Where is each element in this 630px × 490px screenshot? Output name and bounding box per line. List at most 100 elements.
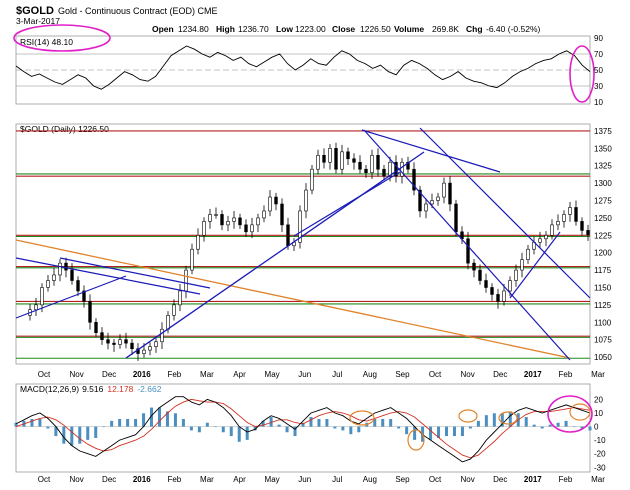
- price-candle-body: [376, 155, 380, 170]
- price-tick-label: 1275: [594, 197, 612, 206]
- macd-histogram-bar: [221, 426, 225, 433]
- month-axis-label: 2017: [524, 370, 542, 379]
- price-candle-body: [130, 342, 134, 349]
- price-candle-body: [358, 161, 362, 170]
- price-tick-label: 1200: [594, 249, 612, 258]
- macd-histogram-bar: [349, 426, 353, 435]
- price-tick-label: 1300: [594, 179, 612, 188]
- price-candle-body: [166, 315, 170, 330]
- low-label: Low: [276, 24, 293, 34]
- macd-legend-value: 9.516: [82, 384, 104, 394]
- macd-histogram-bar: [484, 415, 488, 427]
- macd-histogram-bar: [492, 413, 496, 427]
- trendline-fan-middle: [59, 257, 211, 289]
- month-axis-label: Feb: [559, 370, 573, 379]
- macd-histogram-bar: [245, 426, 249, 440]
- price-candle-body: [244, 224, 248, 233]
- month-axis-label: 2016: [133, 370, 151, 379]
- macd-histogram-bar: [229, 426, 233, 437]
- rsi-panel: RSI(14) 48.10 90 70 50 30 10: [15, 34, 603, 107]
- price-candle-body: [586, 230, 590, 235]
- price-candle-body: [538, 238, 542, 243]
- month-axis-label: Sep: [395, 370, 410, 379]
- macd-histogram-bar: [173, 413, 177, 427]
- macd-histogram-bar: [500, 413, 504, 427]
- price-candle-body: [190, 248, 194, 271]
- macd-histogram-bar: [165, 411, 169, 427]
- price-candle-body: [322, 155, 326, 163]
- price-tick-label: 1100: [594, 318, 612, 327]
- price-tick-label: 1325: [594, 162, 612, 171]
- macd-histogram-bar: [285, 426, 289, 433]
- macd-histogram-bar: [548, 424, 552, 427]
- rsi-legend: RSI(14) 48.10: [20, 37, 73, 47]
- price-tick-label: 1075: [594, 336, 612, 345]
- high-value: 1236.70: [238, 24, 269, 34]
- month-axis-label: Mar: [200, 370, 214, 379]
- macd-histogram-bar: [110, 420, 114, 427]
- price-candle-body: [544, 235, 548, 240]
- open-value: 1234.80: [178, 24, 209, 34]
- price-tick-label: 1350: [594, 144, 612, 153]
- trendline-top-channel: [361, 129, 501, 173]
- price-candle-body: [556, 221, 560, 226]
- month-axis-label: 2017: [524, 475, 542, 484]
- macd-tick-label: -30: [594, 463, 606, 472]
- price-candle-body: [340, 151, 344, 170]
- symbol-description: Gold - Continuous Contract (EOD) CME: [58, 6, 218, 16]
- macd-annotation-circle-3: [458, 409, 478, 423]
- price-candle-body: [160, 328, 164, 343]
- symbol-title: $GOLD: [16, 5, 54, 17]
- volume-value: 269.8K: [432, 24, 459, 34]
- price-candle-body: [436, 196, 440, 201]
- macd-histogram-bar: [532, 424, 536, 427]
- rsi-line: [15, 45, 591, 90]
- price-candle-body: [46, 280, 50, 288]
- high-label: High: [216, 24, 235, 34]
- price-candle-body: [454, 203, 458, 233]
- quote-bar: Open 1234.80 High 1236.70 Low 1223.00 Cl…: [152, 24, 540, 34]
- price-candle-body: [520, 259, 524, 271]
- macd-histogram-bar: [213, 426, 217, 428]
- macd-histogram-bar: [309, 417, 313, 427]
- macd-histogram-bar: [373, 418, 377, 427]
- macd-histogram-bar: [118, 418, 122, 427]
- trendline-fan-upper: [15, 257, 201, 295]
- macd-histogram-bar: [580, 426, 584, 429]
- price-candle-body: [184, 269, 188, 292]
- macd-histogram-bar: [460, 426, 464, 437]
- price-candle-body: [208, 214, 212, 222]
- price-candle-body: [502, 290, 506, 302]
- price-panel: $GOLD (Daily) 1226.50 1375 1350 1325 1300 12…: [15, 123, 612, 365]
- macd-tick-label: 20: [594, 395, 603, 404]
- price-candle-body: [154, 341, 158, 347]
- month-axis-label: Oct: [38, 370, 51, 379]
- macd-tick-label: -10: [594, 436, 606, 445]
- macd-histogram-bar: [524, 417, 528, 427]
- macd-tick-label: 0: [594, 423, 599, 432]
- price-frame: [15, 123, 591, 365]
- macd-histogram-bar: [205, 422, 209, 427]
- month-axis-label: 2016: [133, 475, 151, 484]
- month-axis-label: Nov: [461, 370, 475, 379]
- month-axis-label: Oct: [429, 370, 442, 379]
- price-candle-body: [142, 349, 146, 354]
- price-candle-body: [220, 214, 224, 226]
- macd-histogram-bar: [46, 426, 50, 429]
- price-candle-body: [346, 151, 350, 160]
- price-tick-label: 1375: [594, 127, 612, 136]
- macd-histogram-bar: [54, 426, 58, 437]
- month-axis-label: Dec: [493, 370, 507, 379]
- low-value: 1223.00: [295, 24, 326, 34]
- close-label: Close: [332, 24, 355, 34]
- month-axis-label: Apr: [233, 475, 246, 484]
- macd-histogram-bar: [588, 426, 592, 431]
- rsi-tick-label: 50: [594, 66, 603, 75]
- price-candle-body: [118, 339, 122, 345]
- price-candle-body: [568, 207, 572, 215]
- price-candle-body: [106, 339, 110, 344]
- month-axis-label: Oct: [38, 475, 51, 484]
- price-candle-body: [382, 168, 386, 177]
- macd-histogram-bar: [413, 426, 417, 440]
